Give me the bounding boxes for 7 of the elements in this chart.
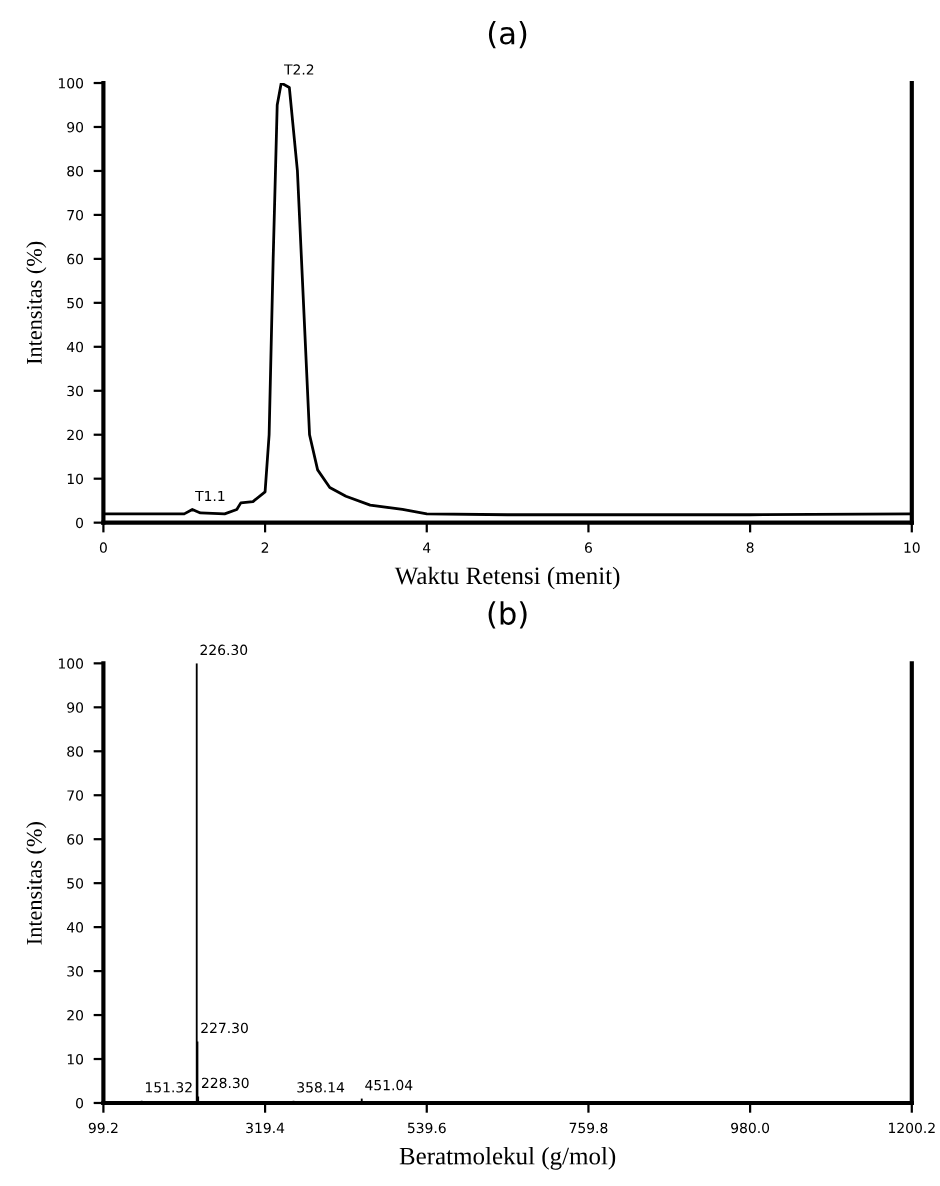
y-axis-title: Intensitas (%) bbox=[26, 822, 47, 945]
line-series bbox=[103, 83, 912, 517]
x-axis-title: Waktu Retensi (menit) bbox=[394, 566, 620, 590]
y-axis-title: Intensitas (%) bbox=[26, 241, 47, 365]
chart-title: (a) bbox=[488, 20, 527, 49]
chart-title: (b) bbox=[488, 601, 527, 629]
x-axis-title: Beratmolekul (g/mol) bbox=[399, 1146, 616, 1170]
